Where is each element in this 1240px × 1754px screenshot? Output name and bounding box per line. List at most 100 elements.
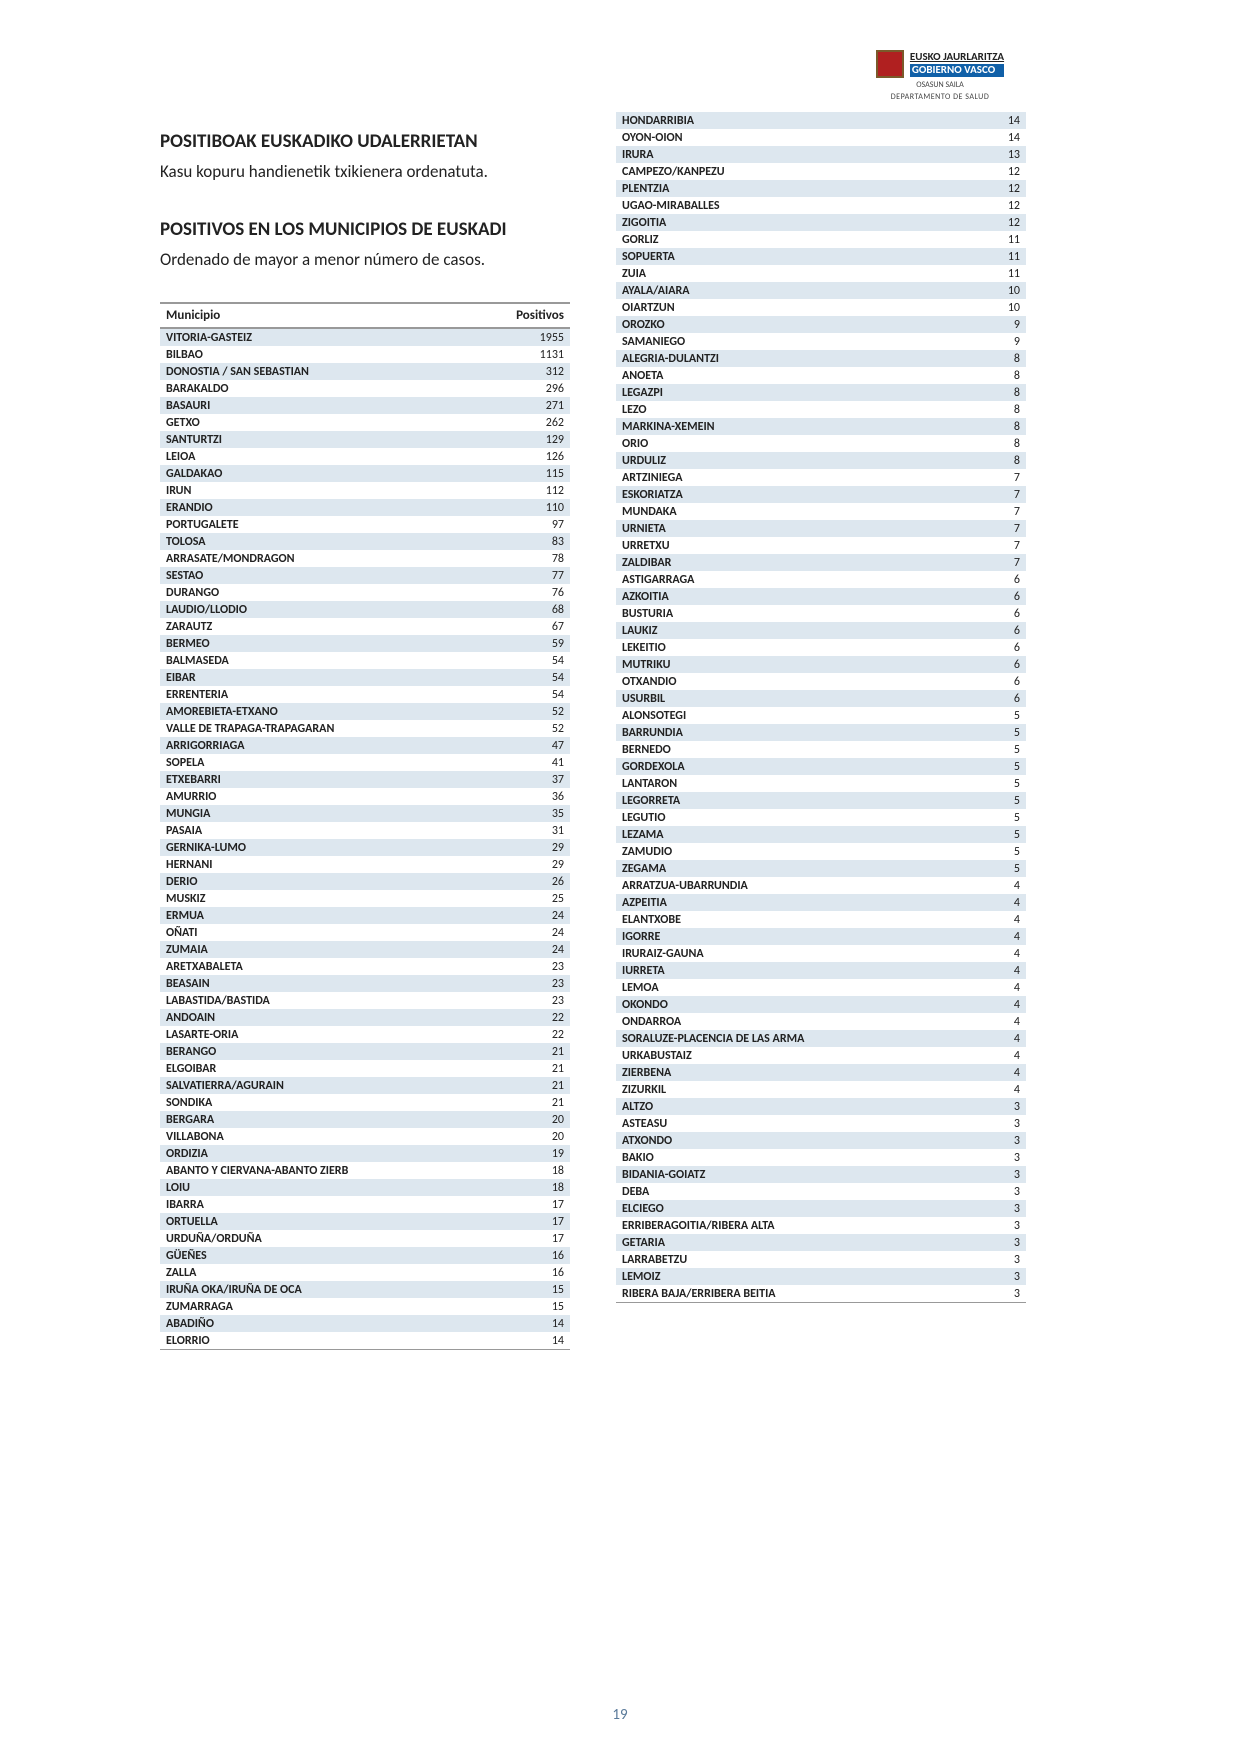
cell-positivos: 6 [981,571,1026,588]
cell-municipio: LANTARON [616,775,981,792]
cell-positivos: 1131 [473,346,570,363]
table-row: OYON-OION14 [616,129,1026,146]
cell-positivos: 262 [473,414,570,431]
logo-line2: GOBIERNO VASCO [910,64,1004,77]
cell-positivos: 36 [473,788,570,805]
table-row: ALEGRIA-DULANTZI8 [616,350,1026,367]
cell-positivos: 6 [981,690,1026,707]
municipios-table-1: Municipio Positivos VITORIA-GASTEIZ1955B… [160,302,570,1350]
cell-positivos: 6 [981,605,1026,622]
table-row: ASTEASU3 [616,1115,1026,1132]
table-row: VITORIA-GASTEIZ1955 [160,328,570,346]
table-row: GALDAKAO115 [160,465,570,482]
cell-positivos: 7 [981,537,1026,554]
cell-positivos: 78 [473,550,570,567]
cell-positivos: 7 [981,469,1026,486]
cell-positivos: 3 [981,1200,1026,1217]
cell-municipio: IBARRA [160,1196,473,1213]
cell-positivos: 20 [473,1128,570,1145]
cell-positivos: 112 [473,482,570,499]
table-row: PORTUGALETE97 [160,516,570,533]
table-row: MUNGIA35 [160,805,570,822]
table-row: IBARRA17 [160,1196,570,1213]
table-row: ORDIZIA19 [160,1145,570,1162]
cell-positivos: 8 [981,384,1026,401]
table-row: IRUÑA OKA/IRUÑA DE OCA15 [160,1281,570,1298]
table-row: SANTURTZI129 [160,431,570,448]
cell-municipio: DONOSTIA / SAN SEBASTIAN [160,363,473,380]
table-row: MUNDAKA7 [616,503,1026,520]
table-row: ESKORIATZA7 [616,486,1026,503]
cell-positivos: 83 [473,533,570,550]
cell-municipio: OTXANDIO [616,673,981,690]
cell-municipio: LEGUTIO [616,809,981,826]
cell-positivos: 76 [473,584,570,601]
cell-municipio: BARRUNDIA [616,724,981,741]
cell-municipio: ZIGOITIA [616,214,981,231]
table-row: BARAKALDO296 [160,380,570,397]
cell-positivos: 3 [981,1115,1026,1132]
cell-positivos: 52 [473,703,570,720]
cell-municipio: BASAURI [160,397,473,414]
cell-municipio: SESTAO [160,567,473,584]
cell-municipio: LEZO [616,401,981,418]
table-row: RIBERA BAJA/ERRIBERA BEITIA3 [616,1285,1026,1303]
cell-municipio: LAUKIZ [616,622,981,639]
table-row: LEIOA126 [160,448,570,465]
table-row: UGAO-MIRABALLES12 [616,197,1026,214]
cell-positivos: 4 [981,894,1026,911]
cell-municipio: OKONDO [616,996,981,1013]
cell-municipio: IRURAIZ-GAUNA [616,945,981,962]
table-row: AMOREBIETA-ETXANO52 [160,703,570,720]
cell-positivos: 6 [981,622,1026,639]
table-row: LEMOA4 [616,979,1026,996]
table-row: LAUKIZ6 [616,622,1026,639]
table-row: SOPELA41 [160,754,570,771]
cell-positivos: 8 [981,418,1026,435]
cell-positivos: 41 [473,754,570,771]
cell-municipio: RIBERA BAJA/ERRIBERA BEITIA [616,1285,981,1303]
table-row: USURBIL6 [616,690,1026,707]
cell-municipio: PASAIA [160,822,473,839]
table-row: LARRABETZU3 [616,1251,1026,1268]
cell-positivos: 97 [473,516,570,533]
table-row: LEMOIZ3 [616,1268,1026,1285]
cell-municipio: ANDOAIN [160,1009,473,1026]
cell-positivos: 14 [981,129,1026,146]
table-row: ORTUELLA17 [160,1213,570,1230]
cell-municipio: GORDEXOLA [616,758,981,775]
cell-municipio: BERANGO [160,1043,473,1060]
cell-municipio: VITORIA-GASTEIZ [160,328,473,346]
cell-positivos: 3 [981,1098,1026,1115]
table-row: LEZAMA5 [616,826,1026,843]
cell-municipio: URKABUSTAIZ [616,1047,981,1064]
cell-positivos: 271 [473,397,570,414]
table-row: BERMEO59 [160,635,570,652]
cell-municipio: ARRASATE/MONDRAGON [160,550,473,567]
table-row: LASARTE-ORIA22 [160,1026,570,1043]
cell-municipio: MUNGIA [160,805,473,822]
table-row: OÑATI24 [160,924,570,941]
cell-positivos: 312 [473,363,570,380]
cell-positivos: 4 [981,1013,1026,1030]
cell-positivos: 6 [981,656,1026,673]
cell-municipio: ERANDIO [160,499,473,516]
cell-positivos: 21 [473,1060,570,1077]
cell-municipio: OIARTZUN [616,299,981,316]
cell-municipio: SAMANIEGO [616,333,981,350]
table-row: ARRATZUA-UBARRUNDIA4 [616,877,1026,894]
cell-positivos: 67 [473,618,570,635]
cell-positivos: 3 [981,1285,1026,1303]
cell-positivos: 7 [981,486,1026,503]
cell-positivos: 15 [473,1281,570,1298]
cell-municipio: MUTRIKU [616,656,981,673]
table-row: IGORRE4 [616,928,1026,945]
cell-municipio: ONDARROA [616,1013,981,1030]
table-row: LEZO8 [616,401,1026,418]
cell-positivos: 24 [473,907,570,924]
cell-municipio: DEBA [616,1183,981,1200]
cell-municipio: ASTIGARRAGA [616,571,981,588]
table-row: BIDANIA-GOIATZ3 [616,1166,1026,1183]
table-row: AYALA/AIARA10 [616,282,1026,299]
table-row: CAMPEZO/KANPEZU12 [616,163,1026,180]
